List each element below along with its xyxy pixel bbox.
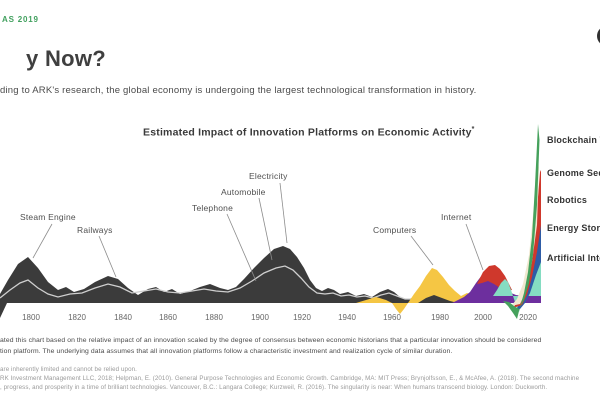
- annotation-computers: Computers: [373, 225, 417, 235]
- blockchain-spike: [503, 124, 540, 319]
- annotation-internet: Internet: [441, 212, 472, 222]
- past-innovations-front-bump: [418, 295, 458, 303]
- x-tick-1960: 1960: [383, 313, 401, 322]
- leader-computers: [410, 235, 434, 266]
- leader-automobile: [258, 197, 273, 261]
- annotation-telephone: Telephone: [192, 203, 234, 213]
- big-ideas-badge: AS 2019: [2, 15, 39, 24]
- annotation-electricity: Electricity: [249, 171, 288, 181]
- x-tick-2000: 2000: [474, 313, 492, 322]
- x-tick-1880: 1880: [205, 313, 223, 322]
- x-tick-1980: 1980: [431, 313, 449, 322]
- x-tick-2020: 2020: [519, 313, 537, 322]
- leader-steam-engine: [32, 223, 53, 259]
- internet-area: [452, 272, 541, 303]
- x-tick-1940: 1940: [338, 313, 356, 322]
- overlay-trend-line: [0, 265, 476, 303]
- platform-label-blockchain: Blockchain Technology: [547, 135, 600, 145]
- leader-railways: [98, 235, 117, 278]
- chart-title: Estimated Impact of Innovation Platforms…: [143, 126, 474, 139]
- x-tick-1920: 1920: [293, 313, 311, 322]
- leader-telephone: [226, 213, 257, 282]
- leader-internet: [465, 223, 484, 271]
- x-tick-1800: 1800: [22, 313, 40, 322]
- past-innovations-area: [0, 246, 541, 303]
- page-subtitle: ding to ARK's research, the global econo…: [0, 85, 477, 96]
- annotation-leader-lines: [32, 182, 484, 282]
- source-line-1: are inherently limited and cannot be rel…: [0, 366, 137, 373]
- x-tick-1820: 1820: [68, 313, 86, 322]
- platform-label-robotics: Robotics: [547, 195, 588, 205]
- left-edge-dark-wedge: [0, 303, 7, 318]
- chart-title-footnote-marker: *: [471, 126, 475, 133]
- platform-label-artificial-intelligence: Artificial Intelligence: [547, 253, 600, 263]
- annotation-automobile: Automobile: [221, 187, 266, 197]
- platform-label-genome-sequencing: Genome Sequencing: [547, 168, 600, 178]
- leader-electricity: [279, 182, 288, 244]
- ark-logo-icon: [597, 26, 600, 46]
- source-line-2: RK Investment Management LLC, 2018; Help…: [0, 375, 580, 382]
- source-line-3: , progress, and prosperity in a time of …: [0, 384, 548, 391]
- x-tick-1840: 1840: [114, 313, 132, 322]
- chart-title-text: Estimated Impact of Innovation Platforms…: [143, 126, 472, 139]
- platform-label-energy-storage: Energy Storage: [547, 223, 600, 233]
- annotation-steam-engine: Steam Engine: [20, 212, 76, 222]
- x-tick-1900: 1900: [251, 313, 269, 322]
- footnote-line-2: tion platform. The underlying data assum…: [0, 348, 453, 355]
- x-tick-1860: 1860: [159, 313, 177, 322]
- page-title: y Now?: [26, 46, 107, 71]
- footnote-line-1: ated this chart based on the relative im…: [0, 337, 542, 344]
- annotation-railways: Railways: [77, 225, 113, 235]
